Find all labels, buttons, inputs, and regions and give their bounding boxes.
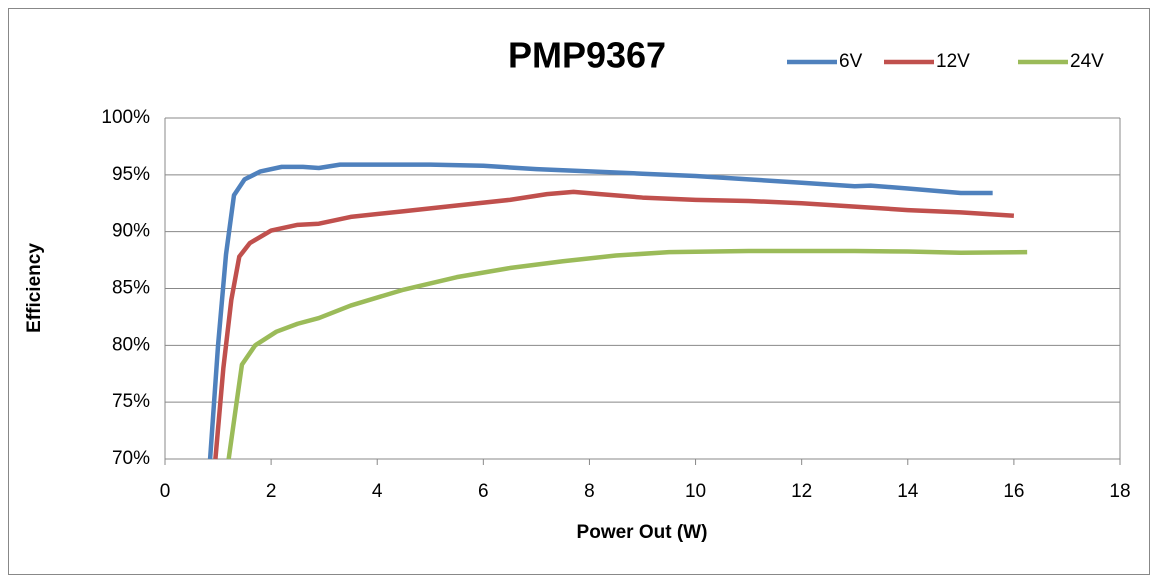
y-tick-label: 80% <box>112 334 150 355</box>
x-tick-label: 2 <box>266 481 277 502</box>
chart-title: PMP9367 <box>508 35 666 76</box>
chart-border <box>8 8 1150 575</box>
series-line <box>226 248 1028 460</box>
x-tick-label: 4 <box>372 481 383 502</box>
legend-label: 6V <box>839 51 863 72</box>
x-tick-label: 10 <box>685 481 706 502</box>
x-tick-label: 8 <box>584 481 595 502</box>
series-line <box>213 189 1015 460</box>
series-line <box>207 162 993 460</box>
x-tick-label: 12 <box>791 481 812 502</box>
x-tick-label: 18 <box>1109 481 1130 502</box>
y-tick-label: 75% <box>112 391 150 412</box>
x-tick-label: 0 <box>160 481 171 502</box>
x-tick-label: 16 <box>1003 481 1024 502</box>
y-tick-label: 90% <box>112 221 150 242</box>
y-tick-label: 85% <box>112 278 150 299</box>
y-axis-title: Efficiency <box>24 243 45 333</box>
legend-label: 24V <box>1070 51 1104 72</box>
x-tick-label: 14 <box>897 481 919 502</box>
y-tick-label: 100% <box>101 107 150 128</box>
y-tick-label: 70% <box>112 448 150 469</box>
x-tick-label: 6 <box>478 481 489 502</box>
x-axis-title: Power Out (W) <box>577 522 708 543</box>
y-tick-label: 95% <box>112 164 150 185</box>
legend-label: 12V <box>936 51 970 72</box>
